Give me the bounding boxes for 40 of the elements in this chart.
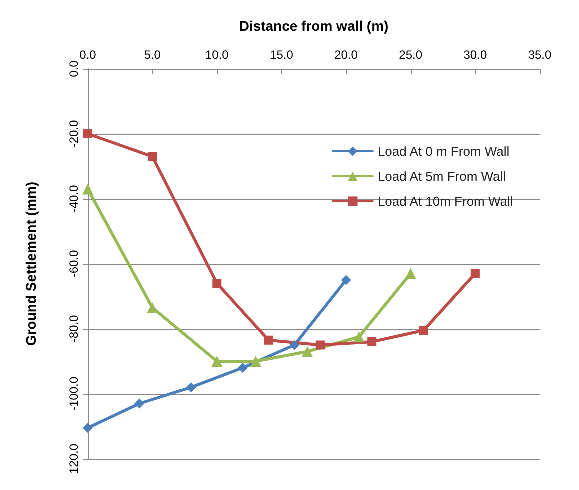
y-tick-label: 120.0 (67, 444, 81, 474)
y-tick-label: -20.0 (67, 120, 81, 148)
point (83, 423, 93, 434)
x-tick-label: 5.0 (144, 48, 162, 62)
x-axis-title: Distance from wall (m) (239, 18, 389, 34)
y-axis-title: Ground Settlement (mm) (23, 182, 39, 346)
y-tick-label: -40.0 (67, 185, 81, 213)
point (134, 398, 145, 409)
point (290, 340, 300, 350)
point (264, 336, 274, 345)
point (250, 356, 262, 367)
point (419, 326, 428, 336)
legend-label: Load At 10m From Wall (378, 194, 514, 209)
point (341, 275, 352, 286)
point (302, 346, 314, 358)
point (470, 269, 480, 278)
point (186, 382, 196, 392)
y-tick-label: -80.0 (67, 315, 81, 343)
point (405, 268, 416, 280)
y-tick-label: -60.0 (67, 250, 81, 278)
x-tick-label: 0.0 (80, 48, 97, 62)
x-tick-label: 25.0 (399, 48, 423, 62)
y-tick-label: -100.0 (67, 376, 81, 412)
legend-label: Load At 0 m From Wall (378, 144, 510, 159)
point (212, 356, 223, 367)
y-tick-label: 0.0 (67, 60, 81, 78)
x-tick-label: 10.0 (205, 48, 230, 62)
point (212, 279, 222, 288)
point (147, 302, 158, 314)
legend-label: Load At 5m From Wall (378, 169, 506, 184)
point (148, 152, 158, 162)
point (368, 338, 377, 346)
point (82, 184, 94, 195)
point (316, 340, 325, 350)
x-tick-label: 30.0 (464, 48, 488, 62)
x-tick-label: 20.0 (334, 48, 358, 62)
x-tick-label: 35.0 (528, 48, 552, 62)
x-tick-label: 15.0 (270, 48, 294, 62)
point (354, 332, 365, 343)
point (238, 363, 248, 373)
